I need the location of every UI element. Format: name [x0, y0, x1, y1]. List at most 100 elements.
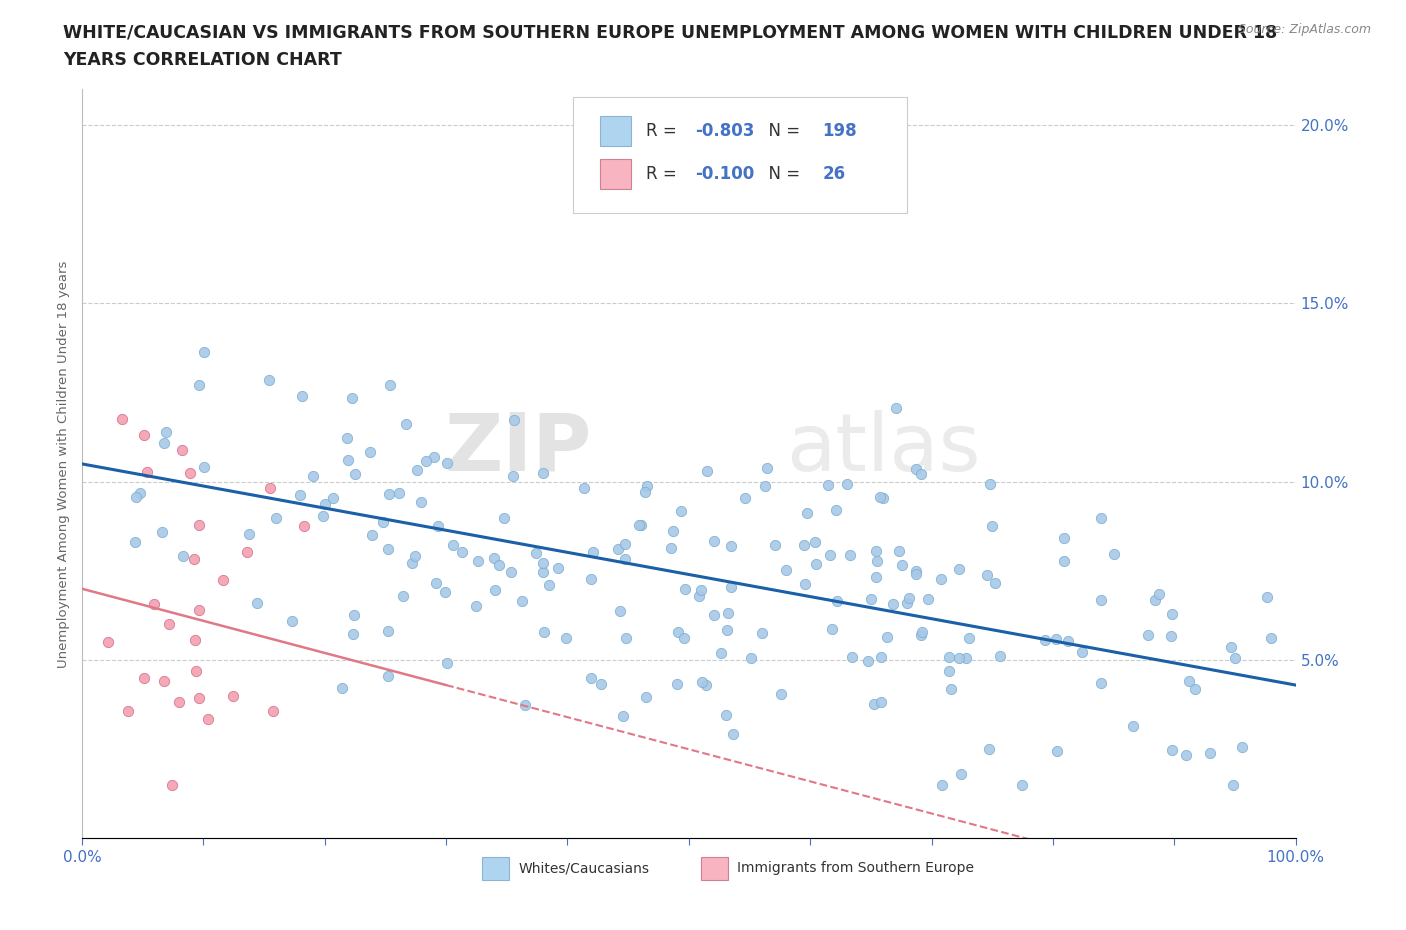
Point [554, 631, 576, 645]
Point [392, 588, 415, 603]
Text: 26: 26 [823, 165, 845, 183]
Point [262, 703, 284, 718]
Point [1222, 777, 1244, 792]
Point [979, 476, 1001, 491]
Point [162, 777, 184, 792]
Text: atlas: atlas [786, 410, 980, 488]
Point [717, 605, 740, 620]
Point [484, 583, 506, 598]
Point [97, 634, 120, 649]
Point [804, 556, 827, 571]
Point [672, 631, 695, 645]
Point [441, 538, 464, 552]
Point [931, 777, 953, 792]
Point [533, 555, 555, 570]
Point [884, 400, 907, 415]
Point [377, 542, 399, 557]
Point [720, 579, 742, 594]
Point [636, 479, 658, 494]
Point [904, 566, 927, 581]
Point [111, 411, 134, 426]
Point [690, 674, 713, 689]
Point [322, 490, 344, 505]
Point [1090, 511, 1112, 525]
Point [614, 551, 637, 566]
Point [502, 469, 524, 484]
Point [688, 589, 710, 604]
Point [377, 624, 399, 639]
Point [135, 465, 157, 480]
Point [630, 518, 652, 533]
Point [634, 485, 657, 499]
Point [524, 546, 547, 561]
Point [531, 565, 554, 579]
Point [609, 604, 631, 618]
Point [579, 671, 602, 685]
Point [1122, 719, 1144, 734]
Point [547, 561, 569, 576]
Point [911, 624, 934, 639]
Point [172, 443, 194, 458]
Point [340, 391, 363, 405]
Point [589, 677, 612, 692]
Text: R =: R = [647, 165, 682, 183]
Point [714, 707, 737, 722]
Point [425, 576, 447, 591]
Point [184, 664, 207, 679]
Text: Whites/Caucasians: Whites/Caucasians [519, 861, 650, 875]
Point [890, 558, 912, 573]
Point [1147, 587, 1170, 602]
Point [302, 469, 325, 484]
Point [1260, 631, 1282, 646]
Point [659, 540, 682, 555]
Point [673, 582, 696, 597]
Point [976, 567, 998, 582]
Point [193, 345, 215, 360]
Point [172, 549, 194, 564]
Point [257, 373, 280, 388]
FancyBboxPatch shape [600, 159, 630, 189]
Point [343, 467, 366, 482]
Point [703, 607, 725, 622]
Point [977, 741, 1000, 756]
Point [939, 682, 962, 697]
Point [872, 491, 894, 506]
Point [510, 593, 533, 608]
Point [703, 534, 725, 549]
Point [983, 576, 1005, 591]
Point [1256, 590, 1278, 604]
Point [179, 465, 201, 480]
Point [957, 631, 980, 645]
Point [734, 491, 756, 506]
Point [406, 463, 429, 478]
Point [870, 695, 893, 710]
Point [1220, 640, 1243, 655]
Point [281, 614, 304, 629]
Point [330, 680, 353, 695]
Point [1102, 546, 1125, 561]
Point [132, 671, 155, 685]
Point [889, 543, 911, 558]
Point [427, 519, 450, 534]
Point [865, 569, 887, 584]
Point [388, 485, 411, 500]
Point [695, 677, 717, 692]
Point [981, 518, 1004, 533]
Point [740, 651, 762, 666]
Point [1184, 682, 1206, 697]
Point [721, 726, 744, 741]
Point [1053, 531, 1076, 546]
Point [343, 607, 366, 622]
Point [152, 435, 174, 450]
Point [905, 461, 928, 476]
FancyBboxPatch shape [702, 857, 728, 880]
Point [378, 486, 401, 501]
Point [1161, 606, 1184, 621]
Point [1137, 627, 1160, 642]
Text: YEARS CORRELATION CHART: YEARS CORRELATION CHART [63, 51, 342, 69]
FancyBboxPatch shape [482, 857, 509, 880]
Point [869, 490, 891, 505]
Point [910, 467, 932, 482]
Point [264, 511, 287, 525]
Point [634, 690, 657, 705]
